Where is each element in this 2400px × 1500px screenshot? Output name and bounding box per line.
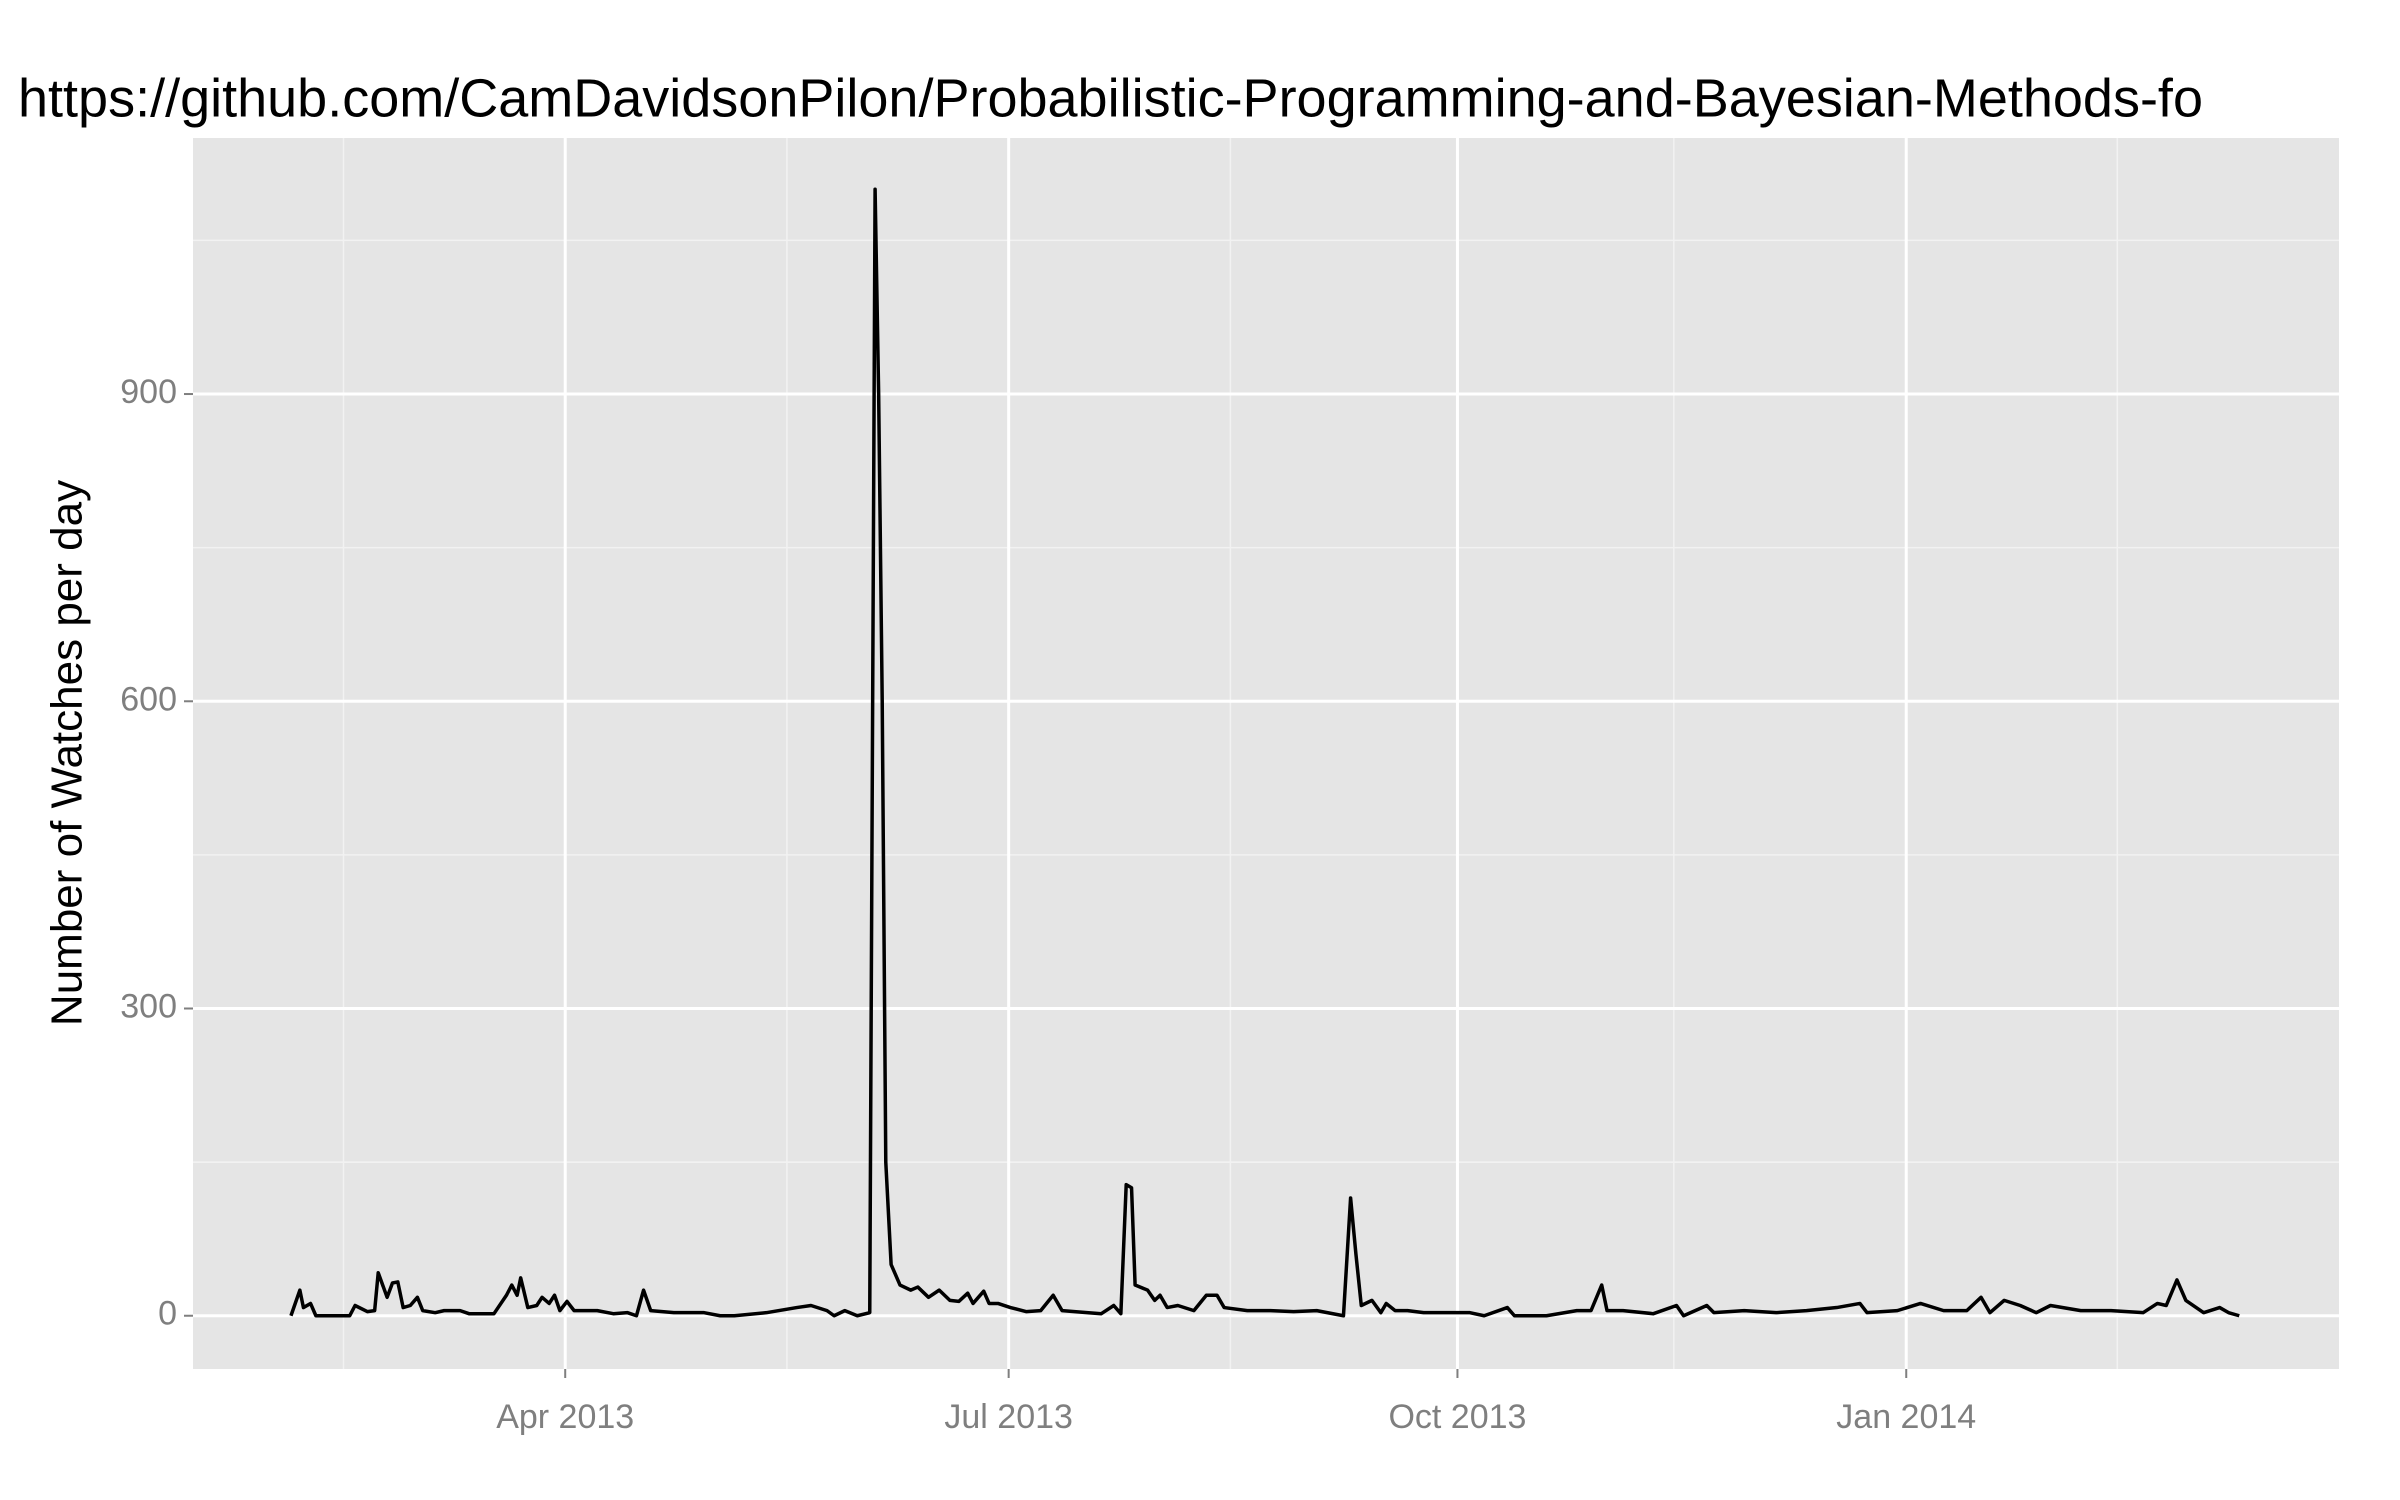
chart-title: https://github.com/CamDavidsonPilon/Prob… [18, 68, 2203, 128]
x-tick-label: Jul 2013 [944, 1398, 1073, 1436]
y-tick-label: 0 [158, 1295, 177, 1333]
y-axis-label: Number of Watches per day [43, 480, 92, 1026]
x-tick-label: Jan 2014 [1836, 1398, 1976, 1436]
x-tick-label: Apr 2013 [496, 1398, 634, 1436]
panel [193, 138, 2339, 1369]
y-tick-label: 900 [120, 373, 177, 411]
y-tick-label: 300 [120, 987, 177, 1025]
y-tick-label: 600 [120, 680, 177, 718]
x-tick-label: Oct 2013 [1388, 1398, 1526, 1436]
data-line [289, 187, 2240, 1318]
